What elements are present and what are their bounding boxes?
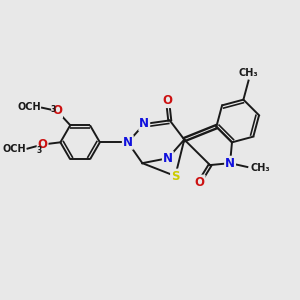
- Text: OCH: OCH: [17, 102, 41, 112]
- Text: S: S: [171, 169, 179, 182]
- Text: N: N: [139, 118, 149, 130]
- Text: CH₃: CH₃: [239, 68, 258, 78]
- Text: O: O: [52, 104, 62, 118]
- Text: O: O: [195, 176, 205, 189]
- Text: 3: 3: [51, 105, 56, 114]
- Text: O: O: [163, 94, 172, 107]
- Text: N: N: [225, 157, 235, 170]
- Text: O: O: [38, 138, 48, 151]
- Text: OCH: OCH: [2, 144, 26, 154]
- Text: N: N: [123, 136, 133, 149]
- Text: CH₃: CH₃: [250, 163, 270, 172]
- Text: 3: 3: [36, 146, 41, 155]
- Text: N: N: [163, 152, 173, 165]
